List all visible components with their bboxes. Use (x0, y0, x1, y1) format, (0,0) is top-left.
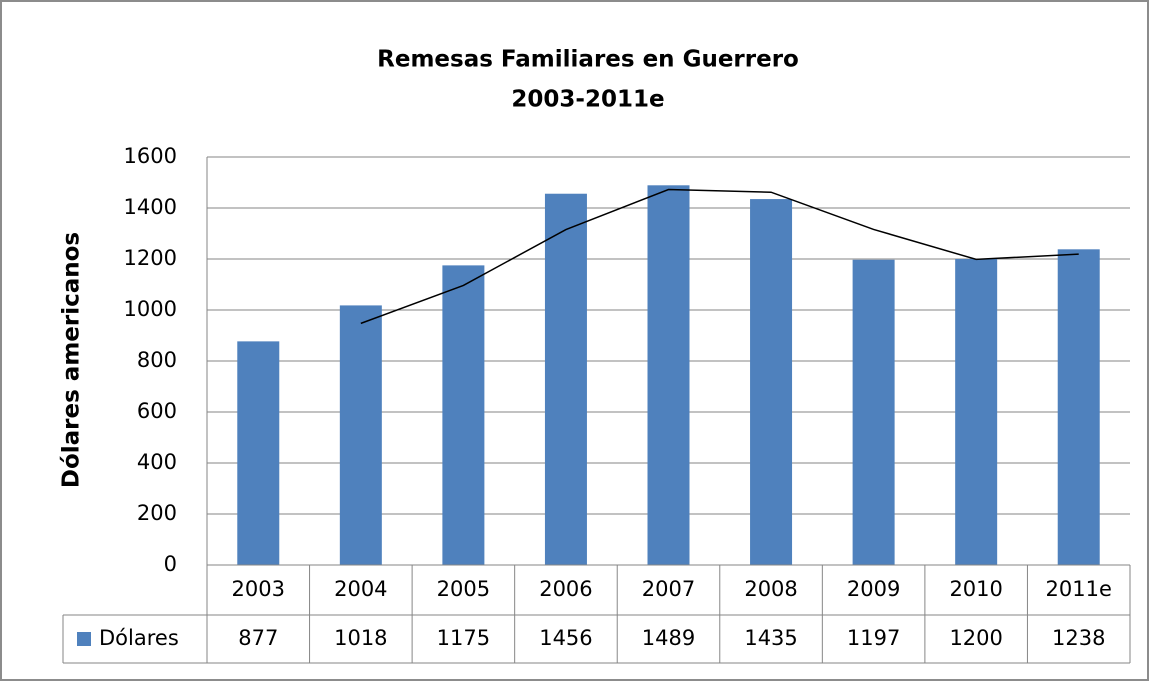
y-tick-label: 1200 (124, 246, 177, 270)
bar (442, 265, 485, 565)
y-axis-label: Dólares americanos (59, 232, 85, 488)
x-tick-label: 2004 (334, 577, 387, 601)
y-tick-label: 1600 (124, 144, 177, 168)
bar (647, 185, 690, 565)
table-value: 1200 (949, 626, 1002, 650)
y-tick-label: 200 (137, 501, 177, 525)
y-tick-label: 400 (137, 450, 177, 474)
bar (852, 259, 895, 565)
bar (339, 305, 382, 565)
table-value: 877 (238, 626, 278, 650)
x-tick-label: 2003 (232, 577, 285, 601)
table-value: 1018 (334, 626, 387, 650)
table-value: 1175 (437, 626, 490, 650)
trend-line (360, 188, 1079, 325)
table-value: 1197 (847, 626, 900, 650)
x-tick-label: 2007 (642, 577, 695, 601)
table-value: 1435 (744, 626, 797, 650)
bar (544, 193, 587, 565)
bar (237, 341, 280, 565)
y-tick-label: 600 (137, 399, 177, 423)
x-tick-label: 2006 (539, 577, 592, 601)
y-tick-label: 1400 (124, 195, 177, 219)
legend-key (77, 632, 91, 646)
table-value: 1456 (539, 626, 592, 650)
x-tick-label: 2009 (847, 577, 900, 601)
bar (750, 199, 793, 565)
table-value: 1238 (1052, 626, 1105, 650)
y-tick-label: 1000 (124, 297, 177, 321)
x-tick-label: 2011e (1046, 577, 1112, 601)
y-tick-label: 800 (137, 348, 177, 372)
table-value: 1489 (642, 626, 695, 650)
bar (1057, 249, 1100, 565)
bar (955, 259, 998, 565)
x-tick-label: 2005 (437, 577, 490, 601)
x-tick-label: 2008 (744, 577, 797, 601)
x-tick-label: 2010 (949, 577, 1002, 601)
chart-title: Remesas Familiares en Guerrero (377, 47, 799, 73)
y-tick-label: 0 (164, 552, 177, 576)
chart-subtitle: 2003-2011e (511, 87, 664, 113)
legend-label: Dólares (99, 626, 179, 650)
